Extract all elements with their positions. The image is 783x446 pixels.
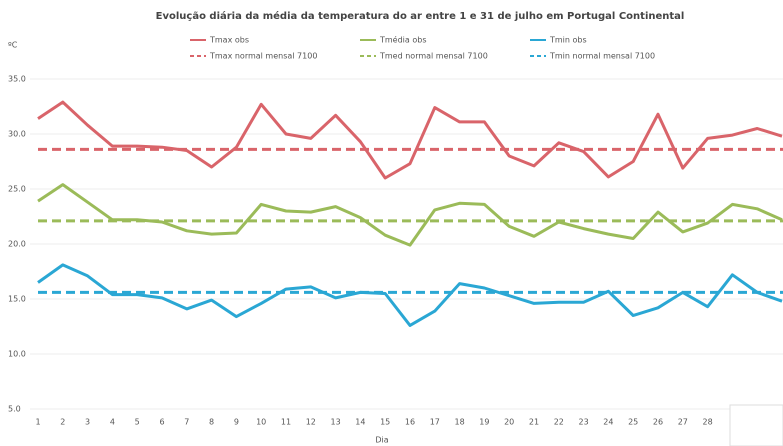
x-tick-label: 2 — [60, 418, 65, 427]
x-tick-label: 5 — [135, 418, 140, 427]
legend-label: Tmax normal mensal 7100 — [209, 52, 317, 61]
x-tick-label: 16 — [405, 418, 415, 427]
x-tick-label: 22 — [554, 418, 564, 427]
x-tick-label: 19 — [479, 418, 489, 427]
series-line — [37, 183, 783, 247]
x-tick-label: 23 — [579, 418, 589, 427]
series-line — [37, 100, 783, 180]
x-tick-label: 4 — [110, 418, 115, 427]
x-tick-label: 26 — [653, 418, 663, 427]
y-tick-label: 30.0 — [8, 130, 26, 139]
legend-label: Tmin normal mensal 7100 — [549, 52, 655, 61]
y-tick-label: 25.0 — [8, 185, 26, 194]
x-tick-label: 12 — [306, 418, 316, 427]
x-tick-label: 1 — [35, 418, 40, 427]
legend-label: Tmin obs — [549, 36, 587, 45]
x-axis-label: Dia — [375, 436, 388, 445]
y-tick-label: 20.0 — [8, 240, 26, 249]
y-tick-label: 35.0 — [8, 75, 26, 84]
series-line — [37, 263, 783, 327]
legend-label: Tmed normal mensal 7100 — [379, 52, 488, 61]
legend-label: Tmax obs — [209, 36, 249, 45]
x-tick-label: 7 — [184, 418, 189, 427]
x-tick-label: 25 — [628, 418, 638, 427]
x-tick-label: 20 — [504, 418, 514, 427]
x-tick-label: 27 — [678, 418, 688, 427]
x-tick-label: 9 — [234, 418, 239, 427]
x-tick-label: 21 — [529, 418, 539, 427]
x-tick-label: 28 — [703, 418, 713, 427]
x-tick-label: 11 — [281, 418, 291, 427]
x-tick-label: 10 — [256, 418, 266, 427]
x-tick-label: 3 — [85, 418, 90, 427]
x-tick-label: 13 — [331, 418, 341, 427]
x-tick-label: 8 — [209, 418, 214, 427]
x-tick-label: 6 — [159, 418, 164, 427]
y-axis-label: ºC — [8, 41, 18, 50]
x-tick-label: 14 — [355, 418, 365, 427]
x-tick-label: 15 — [380, 418, 390, 427]
y-tick-label: 10.0 — [8, 350, 26, 359]
x-tick-label: 17 — [430, 418, 440, 427]
x-tick-label: 24 — [603, 418, 613, 427]
chart-title: Evolução diária da média da temperatura … — [156, 10, 685, 22]
y-tick-label: 5.0 — [8, 405, 21, 414]
cover-box — [729, 404, 783, 446]
x-tick-label: 18 — [455, 418, 465, 427]
legend-label: Tmédia obs — [379, 35, 427, 45]
y-tick-label: 15.0 — [8, 295, 26, 304]
